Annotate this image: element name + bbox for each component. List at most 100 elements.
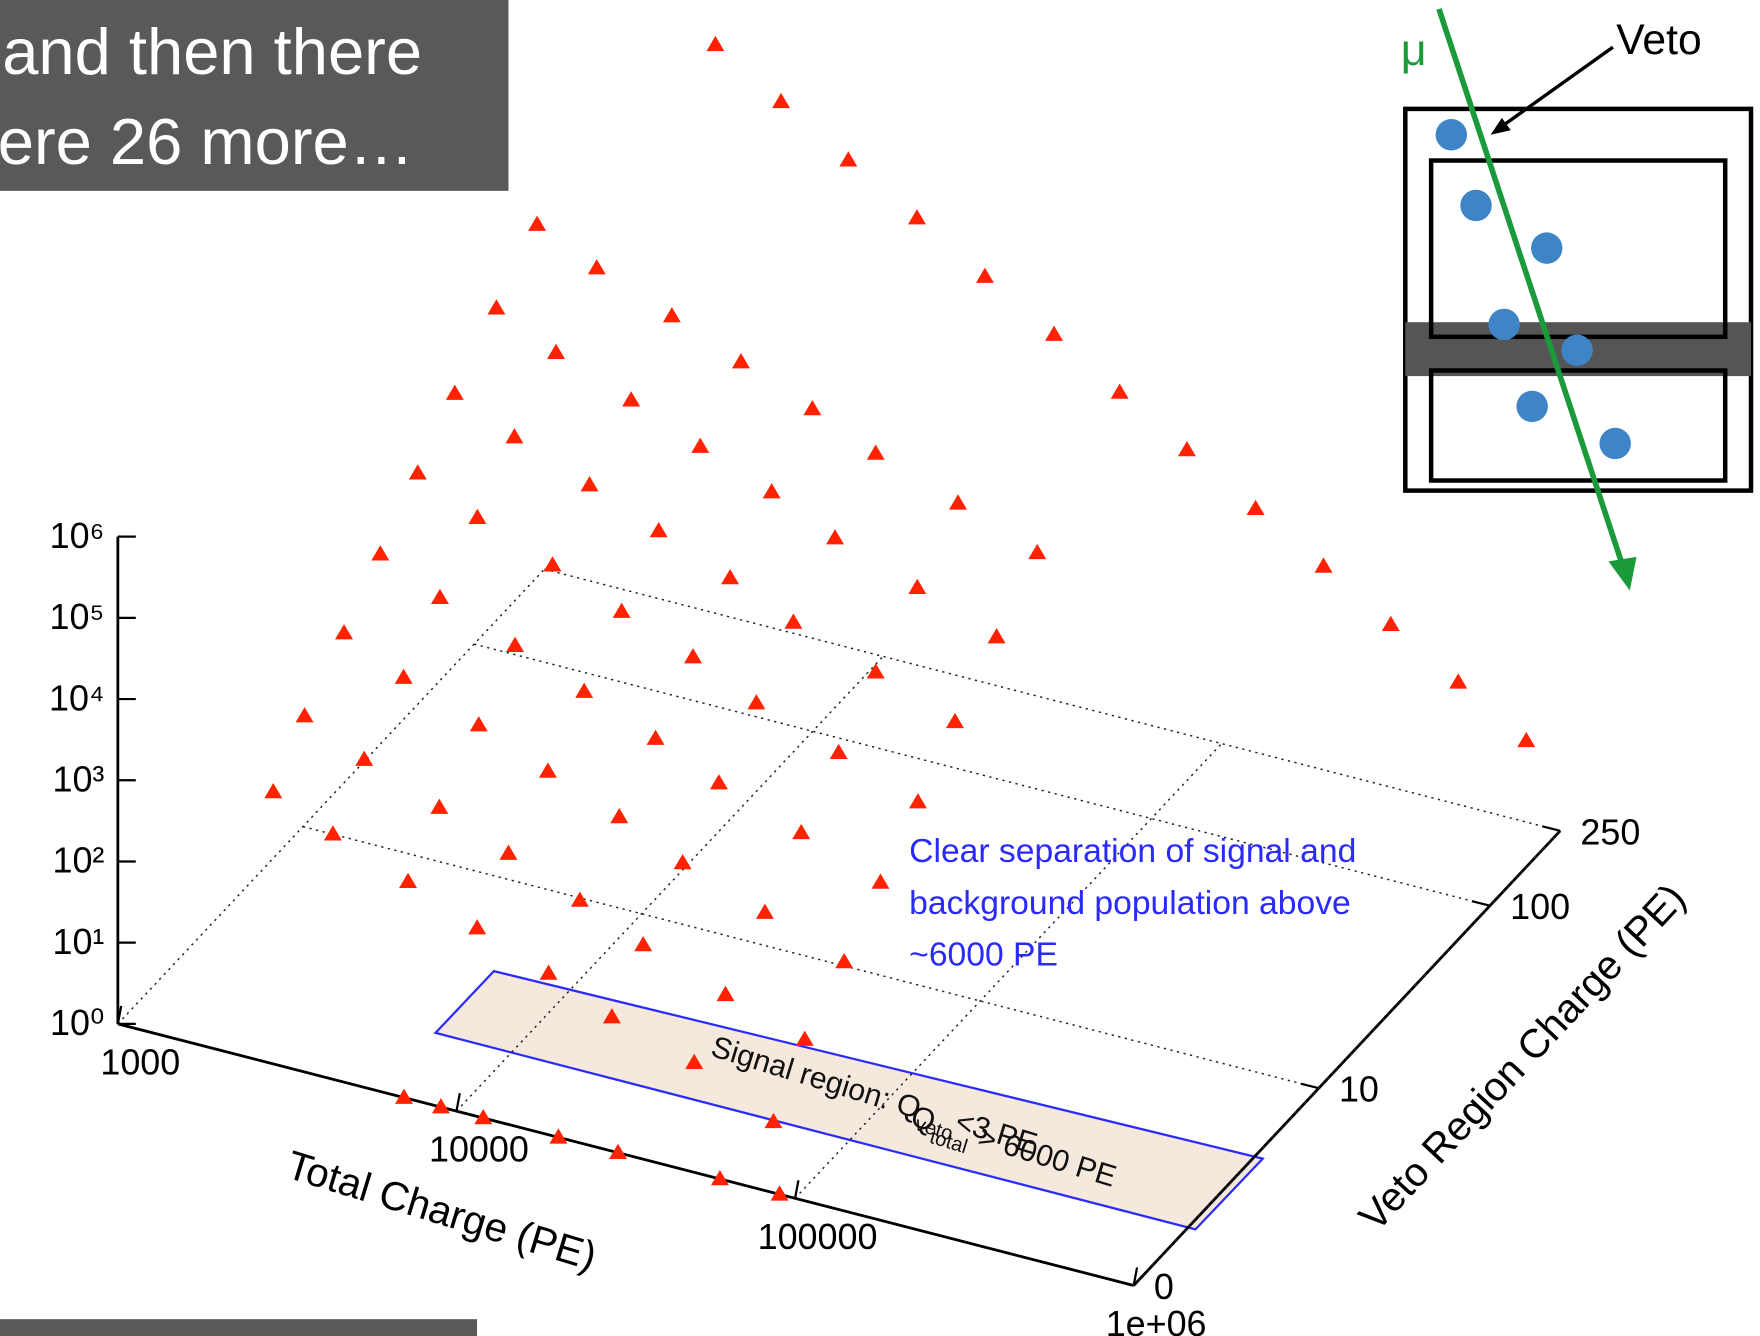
data-point <box>762 483 781 499</box>
data-point <box>866 663 885 679</box>
data-point <box>408 464 427 480</box>
data-point <box>549 1128 568 1144</box>
data-point <box>474 1109 493 1125</box>
data-point <box>710 1169 729 1186</box>
data-point <box>945 712 964 729</box>
data-point <box>795 1030 814 1046</box>
data-point <box>706 35 725 52</box>
data-point <box>908 793 927 809</box>
data-point <box>732 353 750 369</box>
data-point <box>609 1143 627 1159</box>
title-line: ere 26 more… <box>0 105 414 178</box>
grid-line <box>794 743 1223 1199</box>
veto-label: Veto <box>1616 16 1701 64</box>
x-tick <box>455 1092 461 1112</box>
data-point <box>1177 441 1196 457</box>
x-tick-label: 100000 <box>758 1216 878 1257</box>
data-point <box>468 919 487 935</box>
inset-diagram: μ Veto <box>1401 8 1754 591</box>
data-point <box>602 1008 621 1024</box>
y-tick-label: 0 <box>1154 1266 1174 1307</box>
data-point <box>538 762 557 778</box>
data-point <box>1028 543 1047 560</box>
data-point <box>764 1112 783 1129</box>
muon-arrowhead <box>1608 556 1637 591</box>
data-point <box>575 682 594 698</box>
grid-line <box>117 568 545 1025</box>
data-point <box>469 716 488 732</box>
data-point <box>505 428 524 444</box>
muon-label: μ <box>1401 24 1427 75</box>
data-point <box>506 636 525 652</box>
data-point <box>335 624 354 640</box>
y-tick <box>1115 1279 1134 1287</box>
data-point <box>395 1088 413 1104</box>
data-point <box>646 729 665 745</box>
data-point <box>468 508 487 525</box>
grid-line <box>455 655 884 1112</box>
data-point <box>709 774 728 790</box>
veto-pointer <box>1498 45 1614 130</box>
data-point <box>399 872 418 888</box>
data-point <box>1381 615 1400 632</box>
data-point <box>747 694 766 710</box>
data-point <box>431 1098 450 1114</box>
data-point <box>587 259 606 275</box>
footer-box <box>0 1319 478 1336</box>
data-point <box>685 1053 704 1070</box>
z-tick-label: 10⁶ <box>50 515 105 556</box>
data-point <box>721 568 740 585</box>
data-point <box>975 267 994 283</box>
y-tick <box>1300 1082 1320 1090</box>
data-point <box>1246 499 1265 516</box>
data-point <box>445 384 464 400</box>
data-point <box>355 750 374 766</box>
pmt-dot <box>1599 427 1631 460</box>
data-point <box>772 92 791 109</box>
data-point <box>1314 557 1333 573</box>
data-point <box>394 668 413 684</box>
z-tick-label: 10⁵ <box>50 596 105 637</box>
data-point <box>871 873 890 889</box>
data-point <box>835 952 854 969</box>
y-tick-label: 100 <box>1510 886 1570 927</box>
data-point <box>716 985 735 1002</box>
data-point <box>610 807 629 824</box>
signal-region <box>433 969 1265 1231</box>
pmt-dot <box>1488 308 1520 341</box>
data-point <box>755 903 774 919</box>
x-tick-label: 1e+06 <box>1106 1303 1207 1336</box>
data-point <box>371 545 390 561</box>
data-point <box>684 648 703 664</box>
data-point <box>528 215 547 231</box>
pmt-dot <box>1531 232 1563 264</box>
data-point <box>295 707 314 723</box>
x-tick-label: 1000 <box>100 1041 180 1082</box>
x-tick <box>793 1180 800 1199</box>
data-point <box>430 798 449 814</box>
data-point <box>570 891 589 907</box>
data-point <box>662 307 681 323</box>
title-box <box>0 0 509 191</box>
data-point <box>1517 731 1536 748</box>
data-point <box>1449 673 1468 689</box>
data-point <box>907 209 926 225</box>
data-point <box>649 522 668 538</box>
data-point <box>580 476 599 492</box>
x-tick <box>1132 1267 1139 1286</box>
data-point <box>784 613 803 629</box>
y-tick <box>1541 825 1561 832</box>
data-point <box>612 602 631 618</box>
data-point <box>987 628 1006 644</box>
pmt-dot <box>1516 390 1548 423</box>
veto-pointer-head <box>1490 117 1511 135</box>
pmt-dot <box>1460 189 1492 222</box>
data-point <box>826 529 844 545</box>
z-tick-label: 10³ <box>52 758 104 799</box>
data-point <box>264 782 283 799</box>
data-point <box>487 299 506 315</box>
data-point <box>908 578 927 594</box>
data-point <box>792 823 811 840</box>
detector-inner <box>1428 368 1728 483</box>
